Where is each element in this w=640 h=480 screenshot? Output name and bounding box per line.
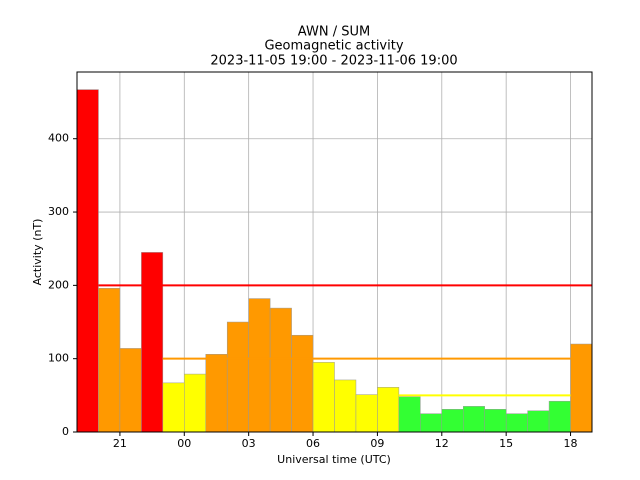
x-tick-label: 00 [177,437,191,450]
bar [226,321,249,433]
chart-subtitle: Geomagnetic activity [264,39,403,54]
y-tick-label: 300 [48,205,69,218]
bar [162,382,185,433]
bar [377,387,400,433]
bar [484,409,507,433]
bar [505,413,528,433]
y-tick-label: 400 [48,132,69,145]
x-tick-label: 12 [435,437,449,450]
x-tick-label: 03 [242,437,256,450]
bar [527,410,550,433]
bar [248,298,271,433]
bar [398,396,421,433]
bar [441,409,464,433]
bar [184,373,207,433]
bar [269,307,292,433]
bar [355,394,378,433]
chart-title: AWN / SUM [298,25,370,40]
plot-frame [76,71,593,433]
bar [548,400,571,433]
bar [76,89,99,433]
x-tick-label: 06 [306,437,320,450]
x-axis-label: Universal time (UTC) [277,453,391,466]
bar [420,413,443,433]
bar [312,362,335,433]
y-tick-label: 200 [48,278,69,291]
bar [291,334,314,433]
x-tick-label: 21 [113,437,127,450]
bar [463,406,485,433]
y-tick-label: 100 [48,352,69,365]
bar [334,379,357,433]
y-tick-label: 0 [62,425,69,438]
x-tick-label: 09 [370,437,384,450]
bar [119,348,142,433]
x-tick-label: 18 [564,437,578,450]
x-tick-label: 15 [499,437,513,450]
bar [205,354,228,433]
chart-date-range: 2023-11-05 19:00 - 2023-11-06 19:00 [210,54,457,69]
bar [570,343,593,433]
bar [141,252,164,433]
bar [98,288,121,433]
y-axis-label: Activity (nT) [31,219,44,286]
